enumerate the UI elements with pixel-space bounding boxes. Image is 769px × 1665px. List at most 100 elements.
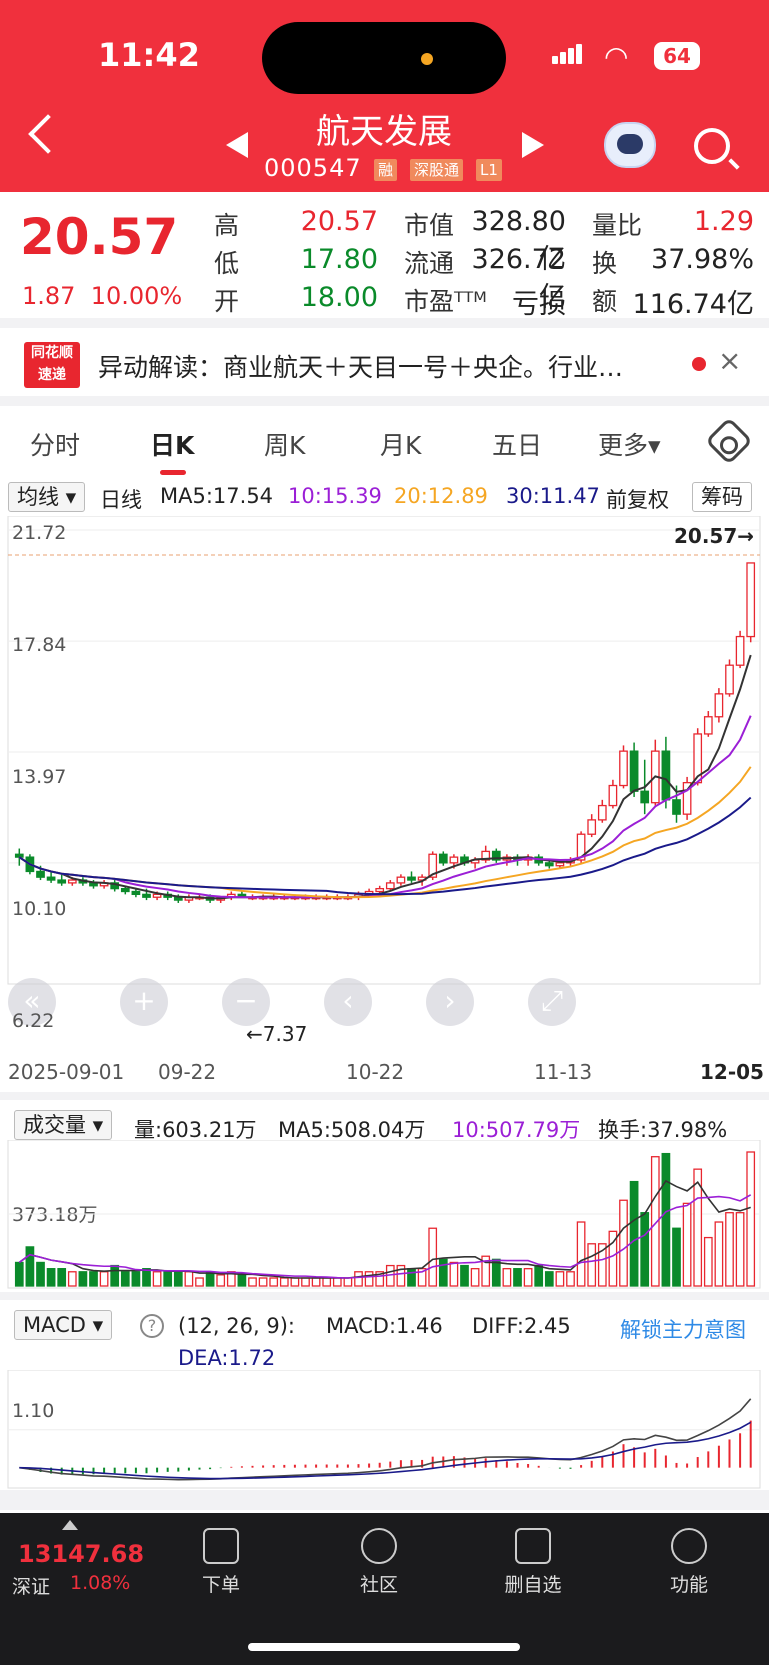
search-icon[interactable] — [694, 128, 730, 164]
fullscreen-icon[interactable]: ⤢ — [528, 978, 576, 1026]
tab-daily-k[interactable]: 日K — [150, 431, 195, 460]
gear-icon[interactable] — [704, 416, 754, 466]
community-label: 社区 — [359, 1574, 398, 1596]
x-label-3: 11-13 — [534, 1060, 593, 1084]
candle-body — [597, 804, 607, 821]
tab-monthly-k[interactable]: 月K — [380, 431, 422, 460]
index-name: 深证 — [12, 1576, 51, 1598]
change-percent: 10.00% — [90, 282, 183, 310]
volume-bar — [735, 1212, 745, 1287]
quote-label: 量比 — [592, 211, 643, 240]
star-icon — [361, 1528, 397, 1564]
volume-bar — [407, 1268, 416, 1287]
divider — [0, 396, 769, 406]
volume-bar — [131, 1271, 141, 1287]
back-arrow-icon[interactable] — [28, 114, 68, 154]
volume-chart[interactable] — [0, 1140, 769, 1290]
tab-intraday[interactable]: 分时 — [30, 431, 81, 460]
document-icon — [203, 1528, 239, 1564]
zoom-in-icon[interactable]: + — [120, 978, 168, 1026]
macd-chart[interactable] — [0, 1370, 769, 1490]
current-price: 20.57 — [20, 208, 179, 266]
divider — [0, 1292, 769, 1300]
news-logo: 同花顺 速递 — [24, 342, 80, 388]
volume-bar — [195, 1277, 204, 1287]
scroll-left-icon[interactable]: ‹ — [324, 978, 372, 1026]
unlock-main-intent-link[interactable]: 解锁主力意图 — [620, 1318, 746, 1342]
volume-bar — [619, 1199, 628, 1287]
chip-distribution-button[interactable]: 筹码 — [692, 482, 752, 512]
quote-label: 流通 — [404, 249, 455, 278]
diff-line — [19, 1398, 752, 1481]
functions-label: 功能 — [669, 1574, 708, 1596]
volume-bar — [523, 1268, 533, 1287]
volume-bar — [343, 1277, 353, 1287]
order-label: 下单 — [201, 1574, 240, 1596]
ai-assistant-icon[interactable] — [604, 122, 656, 168]
ma10-line — [18, 715, 752, 899]
prev-stock-icon[interactable] — [226, 132, 248, 158]
news-logo-top: 同花顺 — [31, 345, 73, 361]
status-time: 11:42 — [98, 36, 200, 74]
volume-bar — [513, 1268, 522, 1287]
volume-bar — [375, 1271, 385, 1287]
volume-bar — [587, 1243, 597, 1287]
rewind-icon[interactable]: « — [8, 978, 56, 1026]
index-value[interactable]: 13147.68 — [18, 1540, 145, 1568]
close-icon[interactable]: × — [718, 344, 742, 377]
quote-value: 20.57 — [300, 206, 378, 237]
volume-bar — [661, 1152, 671, 1287]
menu-icon — [671, 1528, 707, 1564]
candle-body — [449, 856, 459, 864]
change-value: 1.87 — [22, 282, 76, 310]
candle-body — [57, 879, 67, 884]
help-icon[interactable]: ? — [140, 1314, 164, 1338]
y-label-4: 6.22 — [12, 1010, 55, 1032]
candle-body — [481, 850, 491, 861]
low-price-label: ←7.37 — [246, 1022, 308, 1046]
volume-bar — [322, 1277, 332, 1287]
volume-bar — [216, 1274, 226, 1287]
tag-margin: 融 — [374, 159, 398, 181]
adjust-mode[interactable]: 前复权 — [606, 488, 669, 512]
volume-bar — [693, 1168, 703, 1287]
remove-watchlist-button[interactable]: 删自选 — [488, 1520, 578, 1597]
next-stock-icon[interactable] — [522, 132, 544, 158]
community-button[interactable]: 社区 — [334, 1520, 424, 1597]
indicator-select[interactable]: 均线 ▾ — [8, 482, 86, 512]
tab-five-day[interactable]: 五日 — [492, 431, 543, 460]
candle-body — [396, 876, 406, 884]
volume-bar — [682, 1202, 692, 1287]
candle-body — [555, 862, 565, 867]
unread-dot — [692, 357, 706, 371]
kline-chart[interactable] — [0, 516, 769, 1036]
quote-value: 326.72亿 — [471, 244, 566, 313]
zoom-out-icon[interactable]: − — [222, 978, 270, 1026]
volume-bar — [46, 1268, 56, 1287]
tab-weekly-k[interactable]: 周K — [264, 431, 306, 460]
macd-indicator-select[interactable]: MACD ▾ — [14, 1310, 113, 1340]
macd-frame — [7, 1370, 761, 1489]
candle-body — [587, 819, 597, 835]
candle-body — [142, 893, 151, 898]
battery-icon: 64 — [654, 42, 700, 70]
news-headline[interactable]: 异动解读：商业航天＋天目一号＋央企。行业… — [98, 353, 624, 382]
order-button[interactable]: 下单 — [176, 1520, 266, 1597]
tab-more[interactable]: 更多▾ — [598, 431, 661, 460]
cellular-signal-icon — [552, 44, 584, 64]
home-indicator — [248, 1643, 520, 1651]
volume-bar — [725, 1212, 734, 1287]
wifi-icon: ◠ — [604, 40, 629, 73]
quote-value: 1.29 — [693, 206, 754, 237]
volume-bar — [311, 1277, 321, 1287]
scroll-right-icon[interactable]: › — [426, 978, 474, 1026]
expand-icon[interactable] — [62, 1520, 78, 1530]
ma5-line — [18, 654, 752, 900]
functions-button[interactable]: 功能 — [644, 1520, 734, 1597]
tag-connect: 深股通 — [410, 159, 464, 181]
volume-bar — [290, 1277, 300, 1287]
volume-indicator-select[interactable]: 成交量 ▾ — [14, 1110, 113, 1140]
volume-bar — [629, 1180, 639, 1287]
volume-bar — [163, 1271, 173, 1287]
volume-bar — [597, 1243, 607, 1287]
